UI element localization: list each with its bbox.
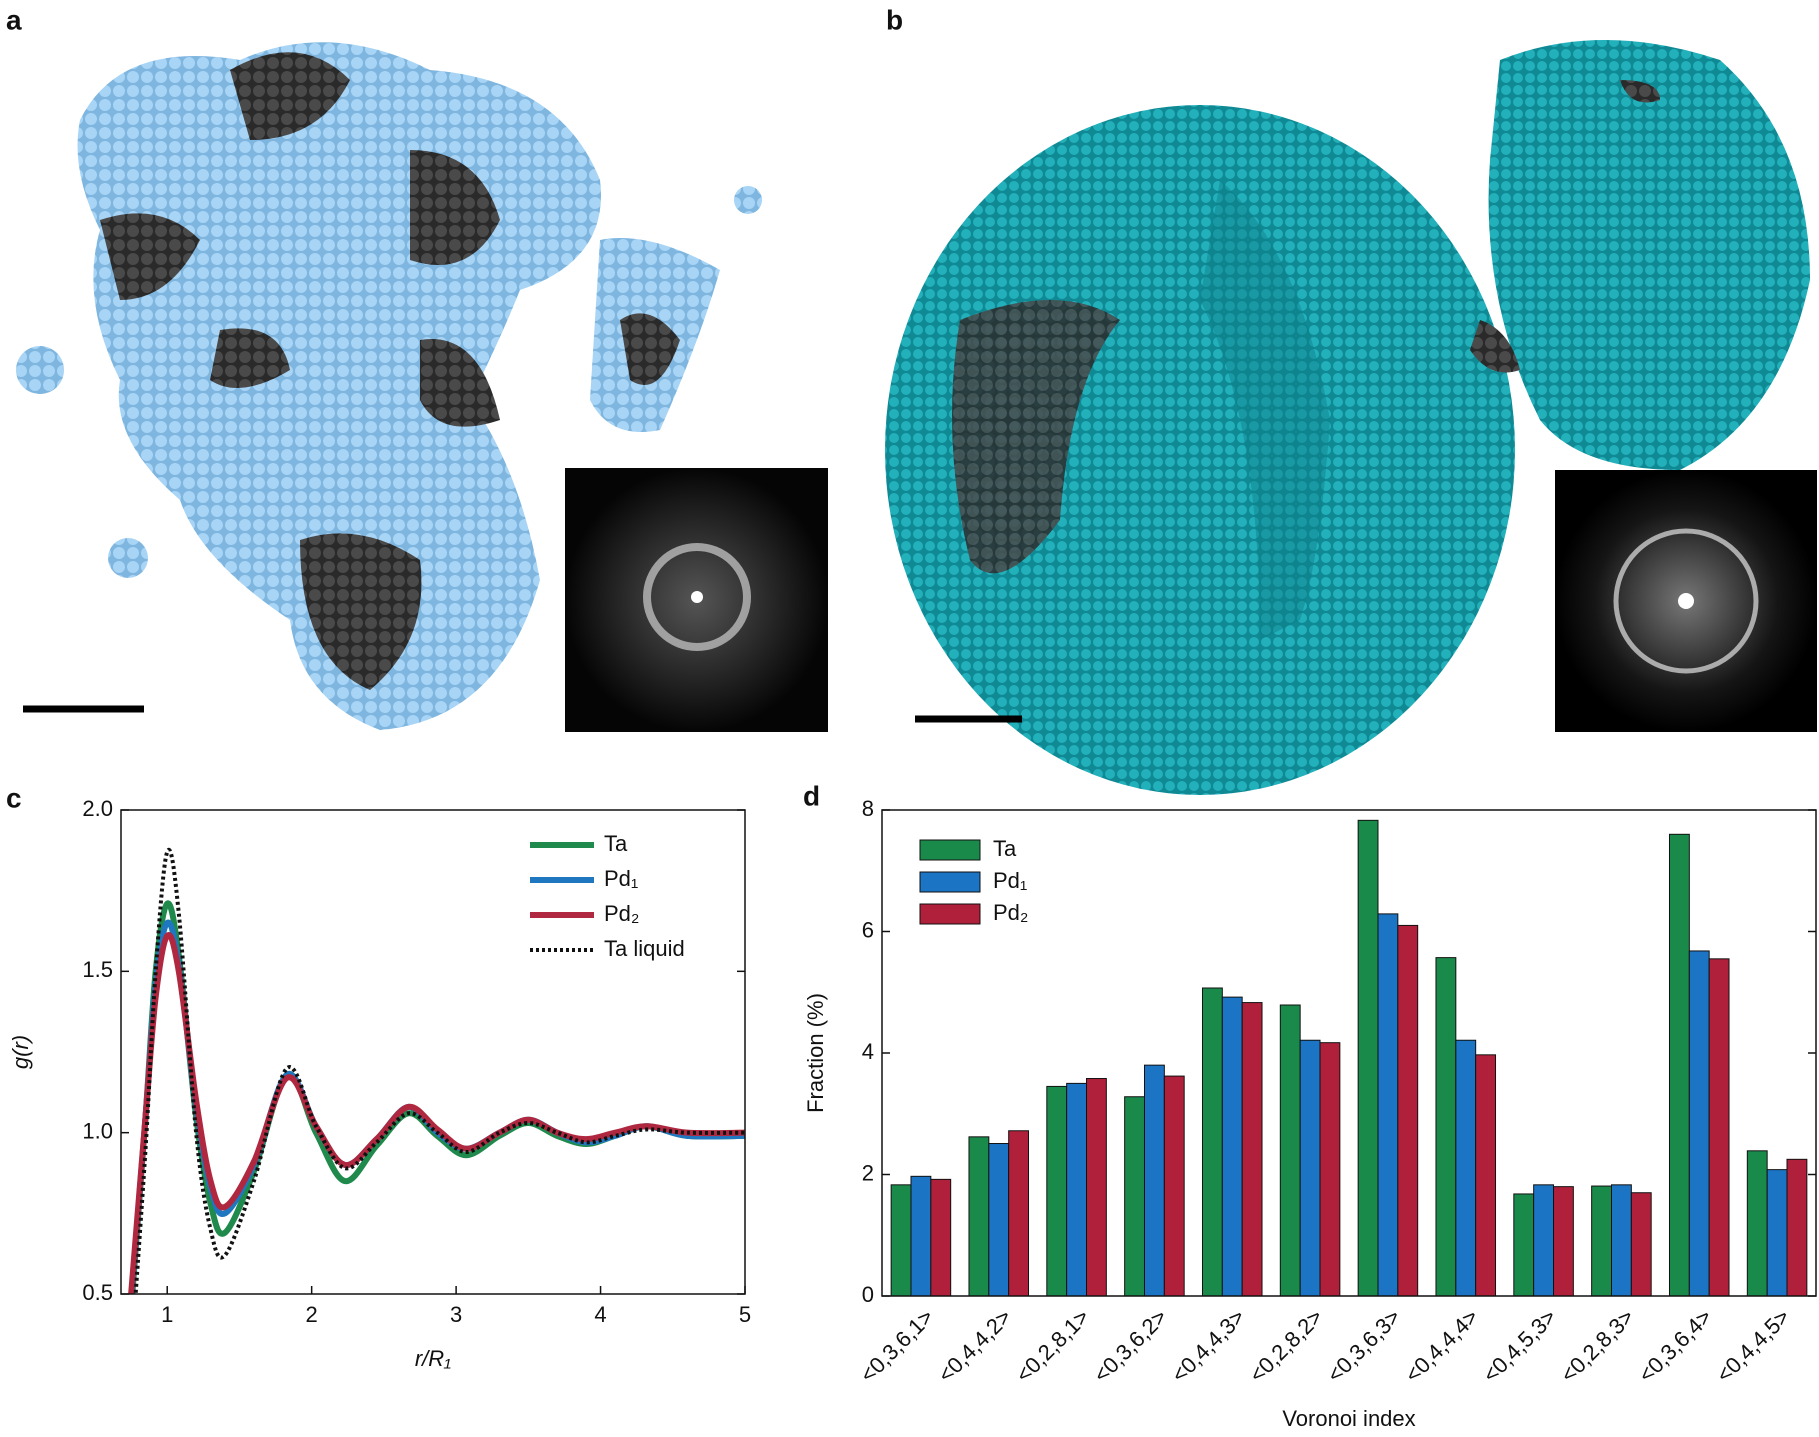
x-tick-label: 4 <box>594 1302 606 1327</box>
y-tick-label: 8 <box>862 796 874 821</box>
bar <box>1668 833 1690 1297</box>
bar <box>1143 1064 1165 1297</box>
bar <box>1066 1082 1088 1297</box>
bar <box>1357 819 1379 1297</box>
bar <box>1591 1185 1612 1297</box>
bar <box>968 1136 990 1297</box>
bar <box>1455 1039 1477 1297</box>
line-series <box>128 919 745 1294</box>
bar <box>1435 957 1457 1297</box>
bar <box>1221 996 1243 1297</box>
x-tick-label: <0,4,4,3> <box>1166 1304 1249 1387</box>
bar <box>1377 913 1399 1297</box>
bar <box>1201 987 1223 1297</box>
bar <box>1513 1193 1535 1297</box>
legend-label: Pd₂ <box>993 900 1028 925</box>
bar <box>1046 1085 1068 1297</box>
bar <box>1708 958 1730 1297</box>
line-series <box>129 900 745 1294</box>
panel-a-image <box>16 42 828 732</box>
x-tick-label: <0,4,5,3> <box>1478 1304 1561 1387</box>
x-tick-label: <0,2,8,1> <box>1011 1304 1094 1387</box>
legend-label: Pd₂ <box>604 901 639 926</box>
bar <box>930 1178 952 1297</box>
bar <box>1766 1169 1788 1297</box>
plot-frame <box>881 809 1817 1297</box>
plot-frame <box>120 809 746 1295</box>
line-series <box>133 848 745 1294</box>
legend-label: Ta <box>993 836 1017 861</box>
x-axis-label: Voronoi index <box>1282 1406 1415 1431</box>
bar <box>1688 950 1710 1297</box>
x-tick-label: <0,4,4,2> <box>933 1304 1016 1387</box>
panel-label: b <box>886 4 903 35</box>
x-tick-label: <0,3,6,3> <box>1322 1304 1405 1387</box>
y-tick-label: 2 <box>862 1160 874 1185</box>
y-tick-label: 0.5 <box>82 1280 113 1305</box>
y-axis-label: g(r) <box>8 1035 33 1069</box>
y-tick-label: 4 <box>862 1039 874 1064</box>
y-tick-label: 1.0 <box>82 1118 113 1143</box>
bar <box>1241 1002 1263 1297</box>
x-tick-label: 5 <box>739 1302 751 1327</box>
y-tick-label: 1.5 <box>82 957 113 982</box>
bar <box>1299 1039 1321 1297</box>
x-tick-label: <0,2,8,2> <box>1244 1304 1327 1387</box>
bar <box>910 1175 932 1297</box>
x-tick-label: <0,2,8,3> <box>1556 1304 1639 1387</box>
legend-swatch <box>919 839 981 861</box>
x-tick-label: 3 <box>450 1302 462 1327</box>
legend-swatch <box>919 871 981 893</box>
panel-label: c <box>6 782 22 813</box>
panel-label: a <box>6 4 22 35</box>
bar <box>1124 1096 1145 1297</box>
panel-b-image <box>885 40 1817 795</box>
bar <box>1786 1158 1808 1297</box>
bar <box>1630 1192 1652 1297</box>
x-tick-label: 1 <box>161 1302 173 1327</box>
legend-label: Ta <box>604 831 628 856</box>
bar <box>1163 1075 1185 1297</box>
bar <box>1610 1184 1632 1297</box>
x-tick-label: <0,3,6,4> <box>1633 1304 1716 1387</box>
y-axis-label: Fraction (%) <box>803 993 828 1113</box>
bar <box>1533 1184 1555 1297</box>
bar <box>1746 1150 1768 1297</box>
bar <box>1086 1078 1107 1297</box>
y-tick-label: 2.0 <box>82 796 113 821</box>
bar <box>1397 924 1419 1297</box>
bar <box>1553 1186 1574 1297</box>
legend-swatch <box>919 903 981 925</box>
bar <box>1475 1054 1497 1297</box>
x-tick-label: 2 <box>306 1302 318 1327</box>
panel-label: d <box>803 780 820 811</box>
legend-label: Pd₁ <box>993 868 1027 893</box>
y-tick-label: 6 <box>862 917 874 942</box>
legend-label: Ta liquid <box>604 936 685 961</box>
x-tick-label: <0,3,6,1> <box>855 1304 938 1387</box>
x-axis-label: r/R₁ <box>415 1346 451 1371</box>
bar <box>1008 1130 1030 1297</box>
bar <box>1319 1042 1341 1297</box>
line-series <box>128 932 745 1294</box>
x-tick-label: <0,4,4,4> <box>1400 1304 1483 1387</box>
bar <box>1279 1004 1301 1297</box>
x-tick-label: <0,4,4,5> <box>1711 1304 1794 1387</box>
y-tick-label: 0 <box>862 1282 874 1307</box>
bar <box>988 1143 1010 1297</box>
bar <box>890 1184 912 1297</box>
x-tick-label: <0,3,6,2> <box>1089 1304 1172 1387</box>
legend-label: Pd₁ <box>604 866 638 891</box>
